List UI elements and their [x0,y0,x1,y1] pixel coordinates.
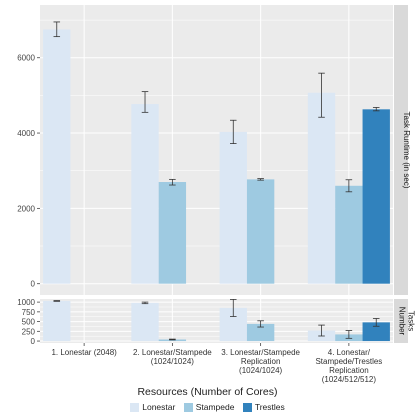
x-tick-label: 2. Lonestar/Stampede [133,348,212,357]
facet-strip-label: Task Runtime (in sec) [402,112,411,189]
y-tick-label: 6000 [17,54,35,63]
x-tick-label: (1024/1024) [239,366,282,375]
y-tick-label: 0 [31,280,36,289]
x-tick-label: Replication [329,366,369,375]
y-tick-label: 1000 [17,298,35,307]
facet-strip-label: Tasks [407,311,415,331]
bar-trestles [362,109,390,284]
legend-label-stampede: Stampede [195,401,235,412]
bar-stampede [246,323,275,342]
x-tick-label: (1024/1024) [151,357,194,366]
legend-label-trestles: Trestles [254,401,285,412]
bar-stampede [246,179,275,284]
y-tick-label: 0 [31,337,36,346]
x-tick-label: Stampede/Trestles [315,357,382,366]
y-tick-label: 250 [22,327,36,336]
legend-item-stampede: Stampede [183,401,235,412]
legend-items: Lonestar Stampede Trestles [0,401,415,412]
bar-lonestar [43,300,71,342]
panel-task-runtime: 0 2000 4000 6000 Task Runtime (in sec) [17,5,411,295]
facet-strip [394,299,408,343]
facet-strip [394,5,408,295]
bar-lonestar [307,92,336,284]
x-tick-label: 1. Lonestar (2048) [51,348,117,357]
bar-stampede [335,185,363,284]
x-tick-label: 3. Lonestar/Stampede [221,348,300,357]
legend-label-lonestar: Lonestar [142,401,176,412]
bar-lonestar [131,302,159,342]
legend: Resources (Number of Cores) Lonestar Sta… [0,386,415,415]
x-tick-label: (1024/512/512) [322,375,377,384]
bar-stampede [158,182,187,284]
y-tick-label: 4000 [17,129,35,138]
legend-item-trestles: Trestles [242,401,285,412]
legend-key-trestles [242,402,252,412]
x-tick-label: 4. Lonestar/ [328,348,371,357]
x-tick-label: Replication [241,357,281,366]
y-tick-label: 2000 [17,204,35,213]
facet-strip-label: Number [398,307,407,336]
bar-trestles [362,322,390,342]
legend-key-lonestar [130,402,140,412]
legend-key-stampede [183,402,193,412]
legend-title: Resources (Number of Cores) [137,386,278,398]
legend-item-lonestar: Lonestar [130,402,175,412]
y-tick-label: 500 [22,318,36,327]
y-tick-label: 750 [22,308,36,317]
bar-lonestar [43,29,71,284]
bar-lonestar [219,131,247,284]
bar-lonestar [131,104,159,284]
